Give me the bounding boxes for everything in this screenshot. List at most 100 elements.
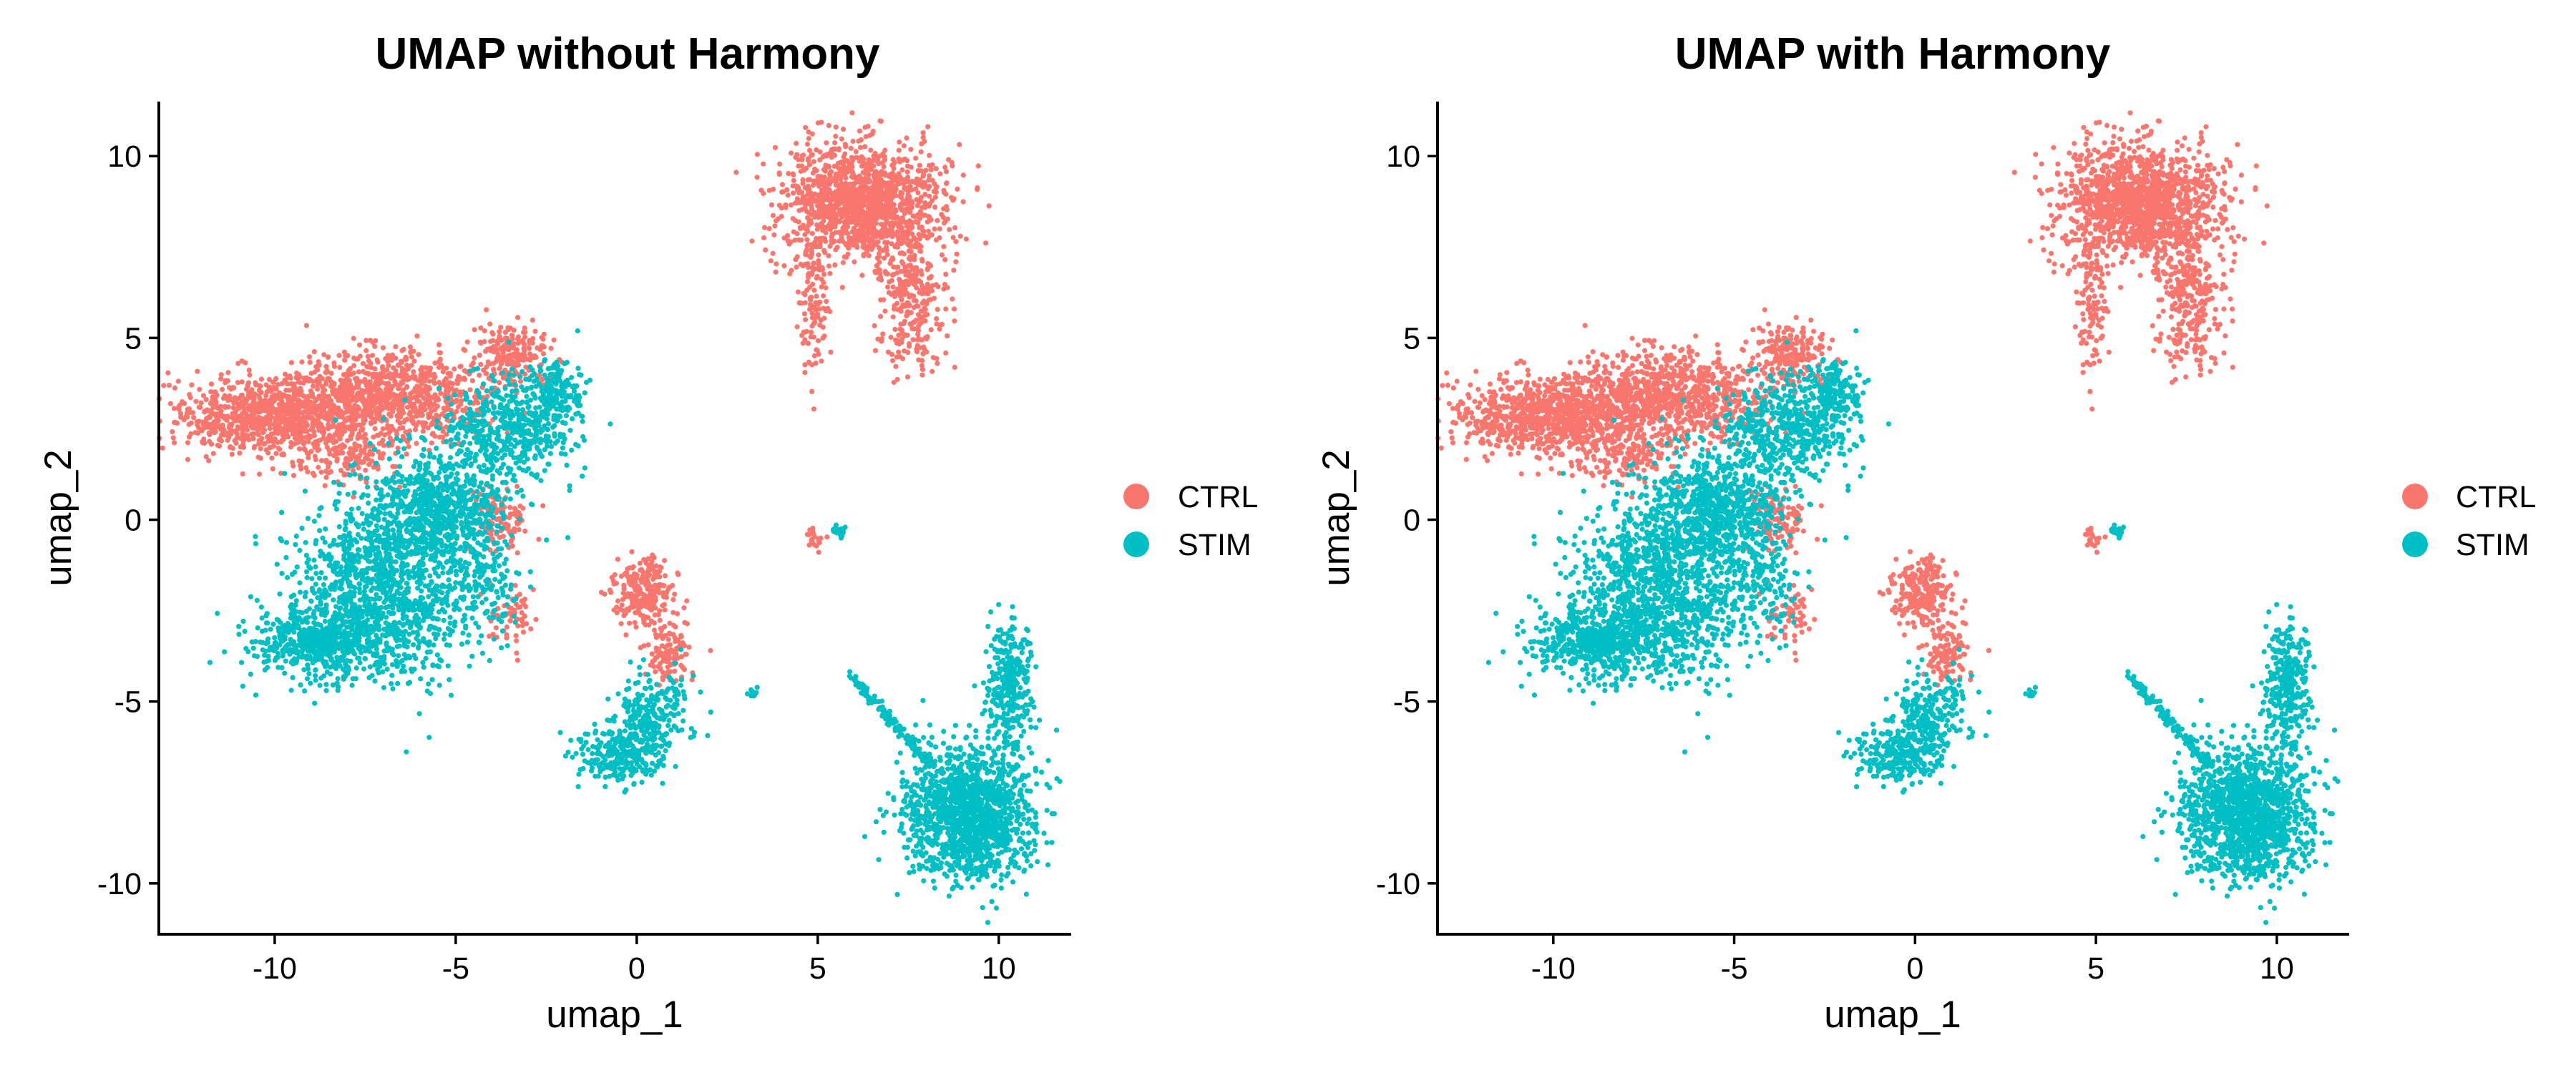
point-stim	[366, 601, 372, 607]
point-ctrl	[220, 413, 226, 419]
point-ctrl	[766, 187, 772, 193]
point-ctrl	[809, 329, 814, 335]
point-ctrl	[839, 285, 845, 290]
point-ctrl	[245, 380, 251, 386]
point-ctrl	[796, 207, 802, 213]
point-ctrl	[223, 380, 228, 386]
point-ctrl	[504, 632, 509, 638]
point-stim	[447, 677, 452, 682]
point-ctrl	[846, 245, 852, 250]
point-ctrl	[319, 376, 325, 381]
point-ctrl	[883, 245, 889, 251]
point-ctrl	[292, 385, 298, 391]
point-ctrl	[343, 409, 349, 415]
point-ctrl	[826, 263, 832, 269]
point-ctrl	[817, 238, 823, 244]
point-ctrl	[907, 303, 912, 308]
point-ctrl	[497, 380, 502, 386]
point-ctrl	[340, 450, 346, 456]
point-ctrl	[632, 619, 638, 625]
point-ctrl	[403, 354, 409, 360]
point-ctrl	[638, 612, 644, 618]
point-ctrl	[328, 469, 334, 475]
point-ctrl	[414, 441, 419, 446]
point-ctrl	[326, 417, 331, 423]
point-ctrl	[829, 214, 834, 220]
point-ctrl	[908, 147, 914, 152]
point-ctrl	[672, 592, 678, 597]
point-ctrl	[916, 323, 922, 329]
point-ctrl	[323, 381, 328, 387]
point-ctrl	[653, 563, 659, 569]
point-ctrl	[761, 235, 767, 241]
point-ctrl	[500, 534, 507, 539]
point-ctrl	[425, 425, 431, 431]
point-ctrl	[418, 374, 424, 380]
point-ctrl	[313, 398, 318, 403]
point-ctrl	[840, 225, 846, 231]
point-ctrl	[475, 400, 481, 406]
point-ctrl	[517, 604, 523, 610]
point-ctrl	[227, 444, 233, 450]
point-ctrl	[319, 429, 325, 435]
point-ctrl	[532, 328, 538, 334]
point-ctrl	[429, 440, 434, 446]
point-ctrl	[258, 383, 263, 389]
point-ctrl	[907, 185, 913, 190]
point-ctrl	[870, 211, 876, 217]
point-ctrl	[892, 294, 898, 300]
panel-1: UMAP without Harmony -10 -5 0 5 10-10-50510 …	[37, 29, 1258, 1036]
point-ctrl	[160, 445, 165, 451]
point-ctrl	[829, 234, 834, 240]
point-ctrl	[921, 298, 927, 304]
point-ctrl	[803, 317, 809, 323]
point-ctrl	[882, 308, 888, 314]
point-ctrl	[811, 315, 816, 321]
point-ctrl	[834, 245, 840, 250]
point-ctrl	[822, 167, 828, 174]
point-ctrl	[916, 232, 922, 237]
point-ctrl	[374, 357, 380, 363]
point-ctrl	[253, 401, 258, 407]
point-ctrl	[245, 393, 251, 399]
point-ctrl	[859, 273, 865, 278]
point-ctrl	[410, 373, 416, 379]
point-ctrl	[831, 238, 837, 244]
point-ctrl	[904, 169, 910, 175]
point-ctrl	[914, 242, 920, 248]
point-ctrl	[890, 314, 896, 320]
point-ctrl	[814, 348, 820, 353]
point-ctrl	[319, 458, 325, 464]
point-ctrl	[211, 426, 217, 431]
point-stim	[469, 653, 475, 660]
point-ctrl	[899, 356, 906, 361]
point-ctrl	[882, 240, 888, 245]
point-ctrl	[770, 212, 776, 218]
point-ctrl	[414, 333, 420, 339]
point-ctrl	[653, 635, 660, 640]
point-stim	[288, 594, 294, 599]
point-ctrl	[844, 170, 849, 175]
point-ctrl	[668, 647, 674, 652]
point-ctrl	[520, 629, 527, 635]
point-ctrl	[929, 288, 935, 293]
point-ctrl	[918, 279, 924, 285]
point-ctrl	[800, 177, 806, 182]
point-ctrl	[919, 372, 925, 378]
point-ctrl	[806, 147, 813, 153]
point-ctrl	[288, 440, 294, 446]
point-ctrl	[930, 197, 935, 203]
point-ctrl	[862, 202, 867, 207]
point-ctrl	[890, 157, 896, 162]
point-ctrl	[627, 620, 633, 626]
point-ctrl	[852, 231, 858, 237]
point-ctrl	[928, 297, 934, 303]
point-ctrl	[351, 356, 357, 361]
point-ctrl	[331, 382, 337, 388]
point-ctrl	[861, 240, 867, 246]
point-ctrl	[602, 591, 608, 597]
point-ctrl	[406, 444, 411, 449]
point-ctrl	[652, 657, 658, 663]
point-ctrl	[770, 250, 776, 256]
point-stim	[282, 471, 288, 476]
